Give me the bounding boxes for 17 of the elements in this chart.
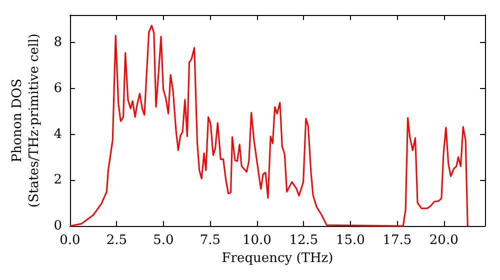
x-tick-label: 20.0: [429, 233, 458, 248]
y-tick-label: 6: [54, 80, 62, 96]
x-tick-label: 15.0: [336, 233, 365, 248]
x-tick-label: 5.0: [153, 233, 174, 248]
y-tick-label: 2: [54, 172, 62, 188]
x-tick-label: 7.5: [200, 233, 221, 248]
x-tick-label: 17.5: [382, 233, 412, 248]
x-tick-label: 2.5: [106, 233, 128, 248]
y-tick-label: 8: [54, 35, 62, 50]
y-tick-label: 0: [54, 218, 62, 234]
x-tick-label: 12.5: [289, 233, 318, 248]
y-axis-title: Phonon DOS (States/THz·primitive cell): [10, 33, 42, 208]
x-tick-label: 0.0: [60, 233, 80, 248]
x-tick-label: 10.0: [242, 233, 272, 248]
line-series: [69, 24, 468, 227]
x-axis-title: Frequency (THz): [222, 250, 334, 266]
y-tick-label: 4: [54, 126, 62, 142]
